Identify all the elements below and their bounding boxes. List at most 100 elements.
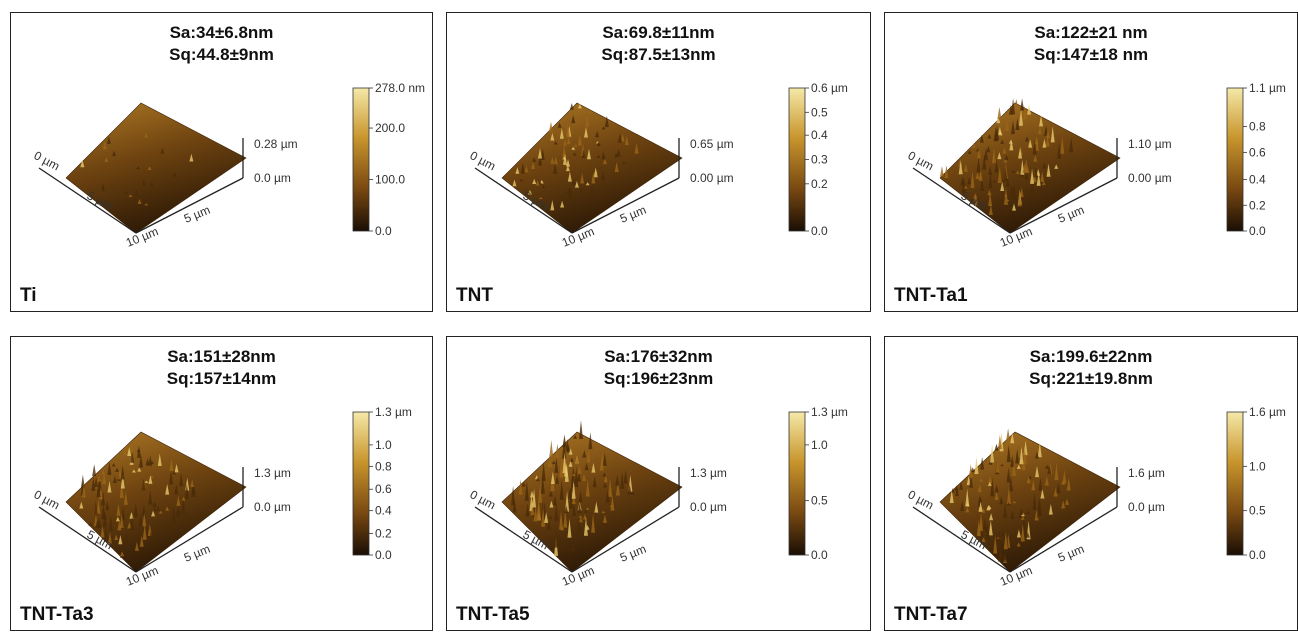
- axis-label-0um: 0 µm: [906, 148, 936, 173]
- surface-texture: [80, 133, 194, 206]
- z-axis-bottom-label: 0.0 µm: [1128, 500, 1165, 514]
- axis-label-5um-y: 5 µm: [618, 542, 648, 565]
- z-axis-top-label: 1.3 µm: [254, 466, 291, 480]
- afm-surface: [501, 102, 683, 234]
- colorbar-tick-label: 0.6: [375, 482, 392, 496]
- colorbar: [352, 87, 370, 232]
- y-axis-line: [571, 177, 680, 234]
- colorbar-tick-label: 0.6 µm: [811, 81, 848, 95]
- colorbar-tick-label: 1.0: [811, 438, 828, 452]
- colorbar: [788, 87, 806, 232]
- afm-panel-tnt-ta7: Sa:199.6±22nm Sq:221±19.8nm 0 µm 5 µm 10 µm 5…: [884, 336, 1298, 631]
- colorbar-tick-label: 0.8: [1249, 120, 1266, 134]
- y-axis-line: [571, 506, 680, 573]
- colorbar-tick-label: 1.6 µm: [1249, 405, 1286, 419]
- sq-value: Sq:157±14nm: [166, 369, 277, 388]
- sample-label: Ti: [20, 285, 37, 306]
- sample-label: TNT-Ta1: [894, 285, 968, 306]
- sa-value: Sa:176±32nm: [604, 347, 713, 366]
- sample-label: TNT-Ta5: [456, 604, 530, 625]
- afm-surface: [65, 102, 247, 234]
- colorbar-tick-label: 0.0: [375, 548, 392, 562]
- colorbar-tick-label: 0.4: [811, 128, 828, 142]
- axis-label-0um: 0 µm: [468, 487, 498, 512]
- x-axis-line: [474, 506, 573, 573]
- colorbar-tick-label: 100.0: [375, 173, 405, 187]
- afm-panel-tnt-ta3: Sa:151±28nm Sq:157±14nm 0 µm 5 µm 10 µm 5 µm 1…: [10, 336, 433, 631]
- colorbar-tick-label: 0.6: [1249, 145, 1266, 159]
- roughness-stats: Sa:176±32nm Sq:196±23nm: [447, 346, 870, 390]
- surface-texture: [512, 103, 639, 211]
- sa-value: Sa:34±6.8nm: [169, 23, 274, 42]
- colorbar: [1226, 411, 1244, 556]
- z-axis-top-label: 1.3 µm: [690, 466, 727, 480]
- afm-surface: [939, 431, 1121, 573]
- z-axis-top-label: 0.28 µm: [254, 137, 298, 151]
- colorbar-tick-label: 0.0: [375, 224, 392, 238]
- y-axis-line: [1009, 506, 1118, 573]
- colorbar-tick-label: 0.0: [811, 548, 828, 562]
- x-axis-line: [38, 506, 137, 573]
- sa-value: Sa:122±21 nm: [1034, 23, 1148, 42]
- afm-panel-tnt-ta5: Sa:176±32nm Sq:196±23nm 0 µm 5 µm 10 µm 5 µm 1…: [446, 336, 871, 631]
- axis-label-5um-y: 5 µm: [182, 542, 212, 565]
- x-axis-line: [474, 167, 573, 234]
- colorbar-tick-label: 200.0: [375, 121, 405, 135]
- z-axis-top-label: 1.10 µm: [1128, 137, 1172, 151]
- axis-label-0um: 0 µm: [468, 148, 498, 173]
- colorbar: [352, 411, 370, 556]
- roughness-stats: Sa:122±21 nm Sq:147±18 nm: [885, 22, 1297, 66]
- sa-value: Sa:69.8±11nm: [602, 23, 715, 42]
- colorbar-tick-label: 0.2: [1249, 198, 1266, 212]
- afm-panel-tnt-ta1: Sa:122±21 nm Sq:147±18 nm 0 µm 5 µm 10 µm 5 µ…: [884, 12, 1298, 312]
- axis-label-0um: 0 µm: [906, 487, 936, 512]
- colorbar-tick-label: 1.0: [1249, 459, 1266, 473]
- afm-panel-ti: Sa:34±6.8nm Sq:44.8±9nm 0 µm 5 µm 10 µm 5 µm 0…: [10, 12, 433, 312]
- roughness-stats: Sa:34±6.8nm Sq:44.8±9nm: [11, 22, 432, 66]
- axis-label-0um: 0 µm: [32, 487, 62, 512]
- axis-label-5um-y: 5 µm: [1056, 542, 1086, 565]
- x-axis-line: [912, 506, 1011, 573]
- sq-value: Sq:44.8±9nm: [169, 45, 274, 64]
- afm-surface: [939, 102, 1121, 234]
- axis-label-5um-y: 5 µm: [1056, 203, 1086, 226]
- sq-value: Sq:221±19.8nm: [1029, 369, 1153, 388]
- x-axis-line: [912, 167, 1011, 234]
- colorbar-tick-label: 0.4: [375, 504, 392, 518]
- surface-texture: [79, 437, 196, 558]
- z-axis-bottom-label: 0.0 µm: [254, 500, 291, 514]
- sq-value: Sq:87.5±13nm: [601, 45, 716, 64]
- colorbar-tick-label: 0.4: [1249, 173, 1266, 187]
- sa-value: Sa:151±28nm: [167, 347, 276, 366]
- sq-value: Sq:147±18 nm: [1033, 45, 1149, 64]
- z-axis-top-label: 1.6 µm: [1128, 466, 1165, 480]
- colorbar-tick-label: 0.5: [811, 105, 828, 119]
- sample-label: TNT-Ta7: [894, 604, 968, 625]
- colorbar-tick-label: 278.0 nm: [375, 81, 425, 95]
- colorbar-tick-label: 0.2: [811, 177, 828, 191]
- colorbar: [788, 411, 806, 556]
- roughness-stats: Sa:199.6±22nm Sq:221±19.8nm: [885, 346, 1297, 390]
- axis-label-5um-y: 5 µm: [182, 203, 212, 226]
- y-axis-line: [1009, 177, 1118, 234]
- sa-value: Sa:199.6±22nm: [1029, 347, 1153, 366]
- colorbar-tick-label: 1.1 µm: [1249, 81, 1286, 95]
- colorbar-tick-label: 0.0: [1249, 548, 1266, 562]
- afm-panel-tnt: Sa:69.8±11nm Sq:87.5±13nm 0 µm 5 µm 10 µm 5 µ…: [446, 12, 871, 312]
- colorbar-tick-label: 0.0: [1249, 224, 1266, 238]
- roughness-stats: Sa:69.8±11nm Sq:87.5±13nm: [447, 22, 870, 66]
- y-axis-line: [135, 177, 244, 234]
- colorbar-tick-label: 0.2: [375, 527, 392, 541]
- colorbar-tick-label: 0.0: [811, 224, 828, 238]
- roughness-stats: Sa:151±28nm Sq:157±14nm: [11, 346, 432, 390]
- afm-surface: [65, 431, 247, 573]
- colorbar-tick-label: 0.5: [811, 494, 828, 508]
- surface-texture: [939, 98, 1074, 215]
- colorbar-tick-label: 1.0: [375, 438, 392, 452]
- sample-label: TNT-Ta3: [20, 604, 94, 625]
- surface-texture: [511, 420, 636, 556]
